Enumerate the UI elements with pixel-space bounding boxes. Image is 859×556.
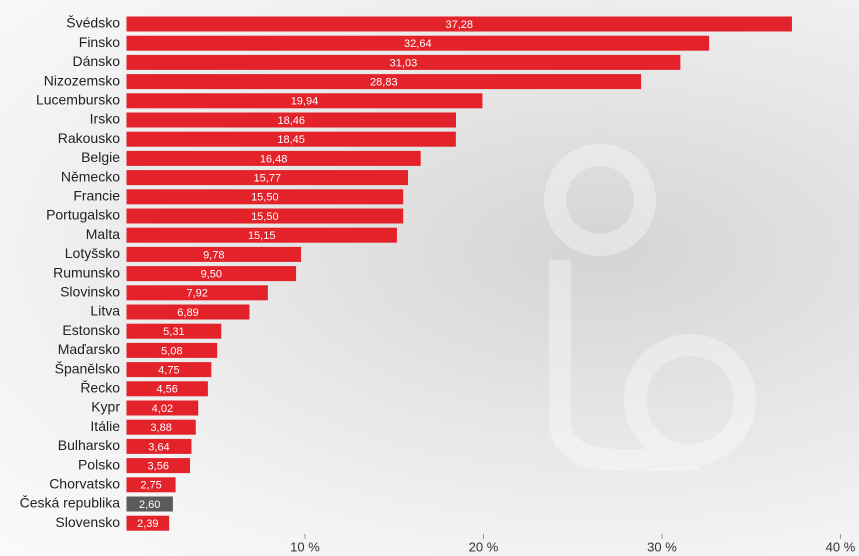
category-label: Kypr bbox=[91, 399, 120, 415]
value-label: 2,60 bbox=[139, 499, 160, 511]
value-label: 28,83 bbox=[370, 77, 398, 89]
page: 10 % 20 % 30 % 40 % Švédsko 37,28 Finsko 32,64 D… bbox=[0, 0, 859, 556]
chart: 10 % 20 % 30 % 40 % Švédsko 37,28 Finsko 32,64 D… bbox=[0, 0, 859, 556]
category-label: Belgie bbox=[81, 149, 120, 165]
x-tick-label: 40 % bbox=[826, 539, 856, 554]
category-label: Chorvatsko bbox=[49, 476, 120, 492]
value-label: 5,31 bbox=[163, 326, 184, 338]
category-label: Německo bbox=[61, 168, 120, 184]
category-label: Polsko bbox=[78, 456, 120, 472]
category-label: Rakousko bbox=[58, 130, 120, 146]
value-label: 4,56 bbox=[156, 384, 177, 396]
category-label: Estonsko bbox=[62, 322, 120, 338]
value-label: 7,92 bbox=[186, 288, 207, 300]
value-label: 32,64 bbox=[404, 38, 432, 50]
x-tick-label: 20 % bbox=[469, 539, 499, 554]
category-label: Švédsko bbox=[66, 15, 120, 31]
value-label: 31,03 bbox=[390, 57, 418, 69]
value-label: 2,75 bbox=[140, 480, 161, 492]
category-label: Řecko bbox=[80, 380, 120, 396]
value-label: 9,78 bbox=[203, 249, 224, 261]
category-label: Česká republika bbox=[20, 495, 121, 511]
category-label: Slovensko bbox=[55, 514, 120, 530]
category-label: Bulharsko bbox=[58, 437, 120, 453]
category-label: Finsko bbox=[79, 34, 120, 50]
category-label: Španělsko bbox=[55, 360, 121, 376]
value-label: 3,56 bbox=[148, 461, 169, 473]
value-label: 18,46 bbox=[277, 115, 305, 127]
value-label: 3,88 bbox=[150, 422, 171, 434]
value-label: 15,50 bbox=[251, 211, 279, 223]
category-label: Maďarsko bbox=[58, 341, 121, 357]
value-label: 4,75 bbox=[158, 365, 179, 377]
category-label: Lucembursko bbox=[36, 92, 120, 108]
value-label: 6,89 bbox=[177, 307, 198, 319]
category-label: Lotyšsko bbox=[65, 245, 120, 261]
value-label: 15,50 bbox=[251, 192, 279, 204]
category-label: Rumunsko bbox=[53, 264, 120, 280]
value-label: 19,94 bbox=[291, 96, 319, 108]
category-label: Itálie bbox=[90, 418, 120, 434]
value-label: 3,64 bbox=[148, 441, 169, 453]
value-label: 37,28 bbox=[445, 19, 473, 31]
value-label: 16,48 bbox=[260, 153, 288, 165]
category-label: Malta bbox=[86, 226, 120, 242]
value-label: 2,39 bbox=[137, 518, 158, 530]
category-label: Litva bbox=[90, 303, 120, 319]
category-label: Slovinsko bbox=[60, 284, 120, 300]
value-label: 4,02 bbox=[152, 403, 173, 415]
background-icon bbox=[555, 155, 745, 460]
category-label: Nizozemsko bbox=[44, 72, 120, 88]
value-label: 18,45 bbox=[277, 134, 305, 146]
category-label: Irsko bbox=[90, 111, 121, 127]
category-label: Portugalsko bbox=[46, 207, 120, 223]
value-label: 15,77 bbox=[253, 173, 281, 185]
x-tick-label: 10 % bbox=[290, 539, 320, 554]
x-tick-label: 30 % bbox=[647, 539, 677, 554]
value-label: 5,08 bbox=[161, 345, 182, 357]
value-label: 9,50 bbox=[201, 269, 222, 281]
value-label: 15,15 bbox=[248, 230, 276, 242]
category-label: Dánsko bbox=[73, 53, 121, 69]
category-label: Francie bbox=[73, 188, 120, 204]
